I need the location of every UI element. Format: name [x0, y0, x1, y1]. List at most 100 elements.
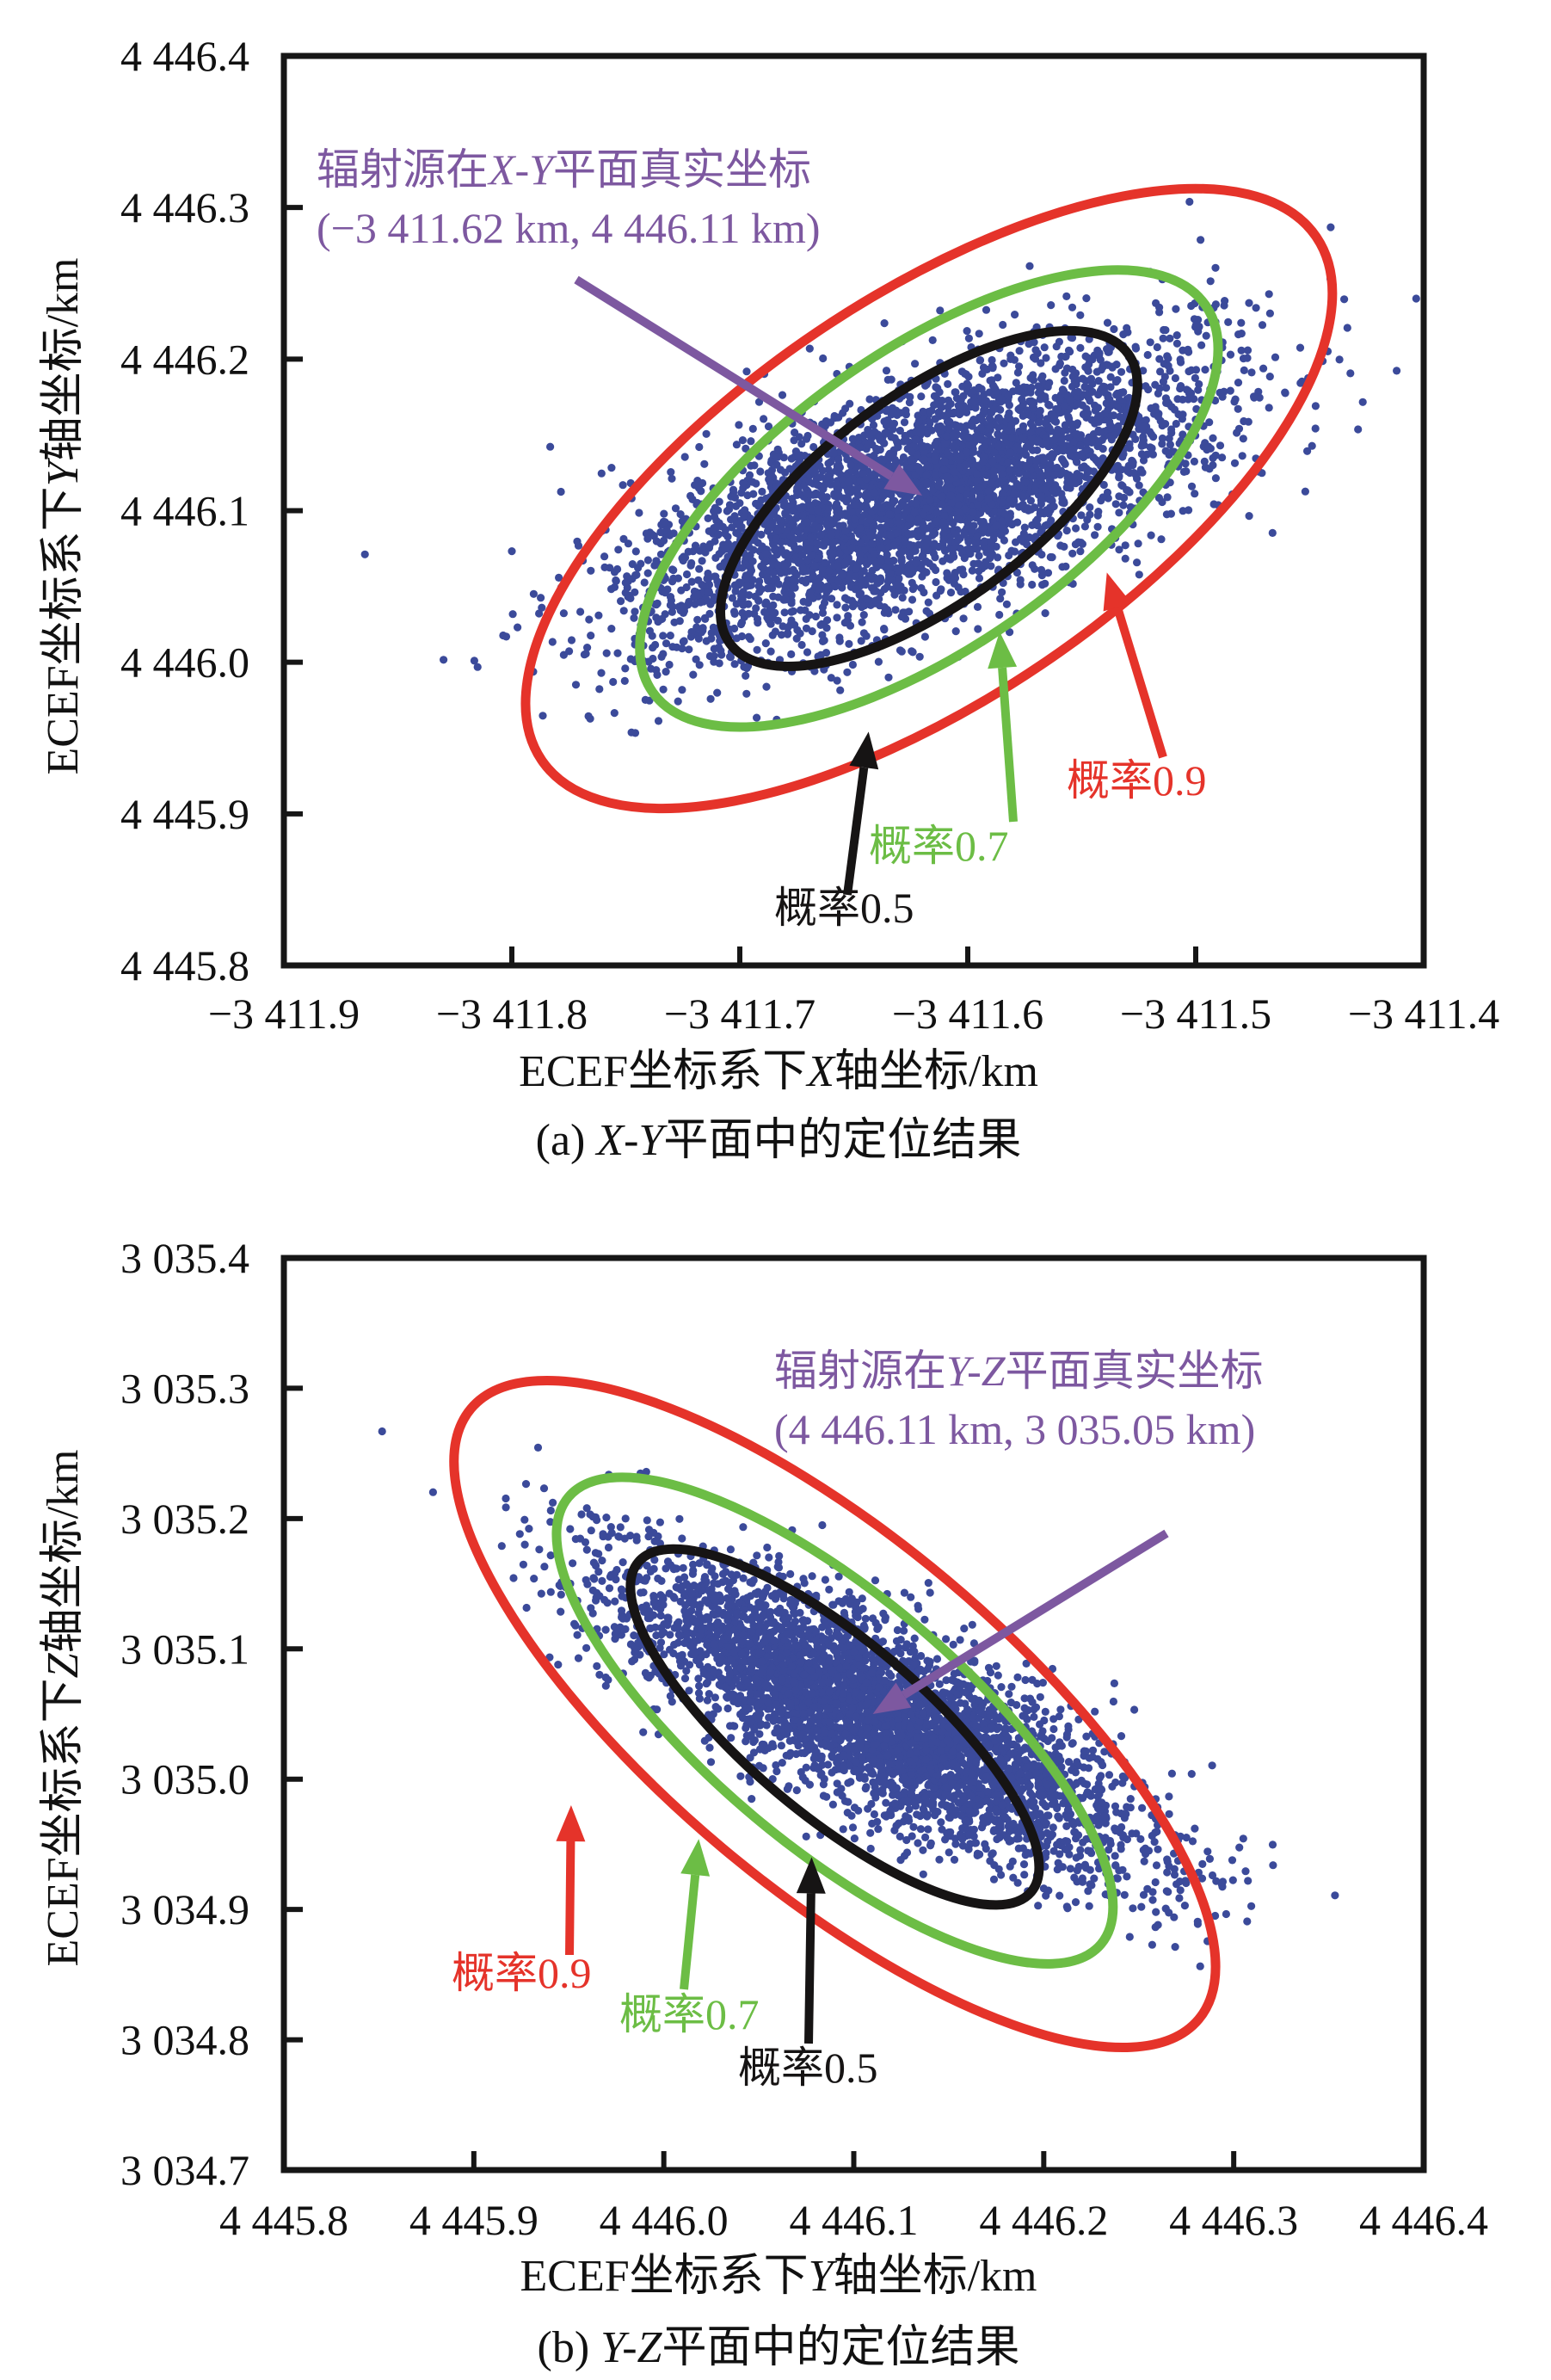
- scatter-point: [852, 572, 860, 581]
- scatter-point: [1045, 476, 1055, 484]
- scatter-point: [1268, 528, 1277, 538]
- scatter-point: [905, 515, 914, 523]
- scatter-point: [1027, 397, 1036, 405]
- scatter-point: [637, 559, 645, 568]
- scatter-point: [743, 491, 752, 500]
- scatter-point: [1004, 513, 1012, 521]
- scatter-point: [1095, 348, 1104, 358]
- scatter-point: [1043, 569, 1053, 577]
- scatter-point: [872, 447, 881, 455]
- scatter-point: [1202, 331, 1210, 340]
- scatter-point: [809, 571, 817, 580]
- scatter-point: [922, 471, 931, 480]
- scatter-point: [640, 578, 649, 587]
- scatter-point: [1037, 571, 1046, 580]
- scatter-point: [1029, 422, 1037, 432]
- scatter-point: [797, 451, 805, 459]
- scatter-point: [587, 632, 595, 640]
- scatter-point: [975, 330, 983, 338]
- scatter-point: [1002, 600, 1011, 608]
- scatter-point: [585, 615, 594, 624]
- scatter-point: [815, 515, 824, 524]
- scatter-point: [797, 504, 805, 513]
- scatter-point: [1058, 494, 1067, 503]
- scatter-point: [725, 501, 735, 509]
- scatter-point: [685, 597, 693, 607]
- scatter-point: [766, 619, 775, 628]
- scatter-point: [964, 433, 974, 442]
- scatter-point: [883, 606, 892, 614]
- scatter-point: [951, 570, 959, 578]
- scatter-point: [620, 676, 629, 686]
- scatter-point: [1139, 422, 1148, 431]
- scatter-point: [1162, 384, 1171, 392]
- scatter-point: [738, 564, 747, 572]
- scatter-point: [1037, 359, 1045, 367]
- scatter-point: [1000, 359, 1008, 367]
- scatter-point: [876, 574, 885, 583]
- scatter-point: [1074, 419, 1082, 428]
- scatter-point: [1191, 323, 1200, 331]
- scatter-point: [1000, 536, 1008, 545]
- scatter-point: [799, 597, 808, 606]
- scatter-point: [1072, 524, 1080, 533]
- scatter-point: [1151, 1877, 1160, 1887]
- scatter-point: [1064, 412, 1073, 421]
- scatter-point: [923, 429, 932, 438]
- scatter-point: [1412, 294, 1420, 303]
- scatter-point: [360, 550, 369, 558]
- scatter-point: [852, 564, 860, 573]
- scatter-point: [660, 509, 668, 518]
- scatter-point: [1393, 367, 1401, 375]
- scatter-point: [706, 600, 715, 608]
- scatter-point: [703, 574, 711, 583]
- scatter-point: [974, 484, 982, 492]
- x-tick-label: −3 411.5: [1120, 990, 1271, 1038]
- scatter-point: [742, 552, 752, 561]
- scatter-point: [1011, 311, 1019, 319]
- scatter-point: [1054, 425, 1062, 434]
- scatter-point: [750, 461, 759, 470]
- scatter-point: [835, 637, 844, 645]
- scatter-point: [986, 422, 994, 431]
- scatter-point: [1083, 515, 1092, 524]
- scatter-point: [1234, 379, 1243, 387]
- scatter-point: [835, 549, 844, 558]
- scatter-point: [628, 560, 637, 569]
- scatter-point: [692, 623, 701, 632]
- scatter-point: [904, 529, 913, 538]
- scatter-point: [571, 681, 581, 689]
- scatter-point: [1006, 448, 1015, 457]
- scatter-point: [641, 695, 649, 705]
- x-tick-label: −3 411.8: [436, 990, 588, 1038]
- scatter-point: [535, 1545, 544, 1554]
- scatter-point: [1094, 508, 1103, 516]
- scatter-point: [1259, 364, 1268, 373]
- scatter-point: [829, 448, 838, 458]
- scatter-point: [962, 370, 970, 379]
- scatter-point: [1211, 451, 1220, 459]
- scatter-point: [659, 632, 668, 640]
- scatter-point: [695, 661, 704, 669]
- scatter-point: [686, 491, 695, 501]
- scatter-point: [597, 669, 606, 677]
- scatter-point: [933, 422, 942, 431]
- scatter-point: [984, 494, 993, 503]
- scatter-point: [842, 497, 851, 506]
- scatter-point: [1308, 441, 1316, 450]
- scatter-point: [1155, 384, 1164, 392]
- scatter-point: [921, 557, 930, 565]
- scatter-point: [1082, 294, 1091, 303]
- scatter-point: [976, 423, 985, 432]
- scatter-point: [1015, 347, 1024, 355]
- scatter-point: [770, 546, 779, 554]
- scatter-point: [691, 481, 699, 490]
- scatter-point: [1137, 450, 1146, 459]
- scatter-point: [682, 583, 691, 592]
- scatter-point: [911, 435, 920, 444]
- scatter-point: [738, 436, 748, 445]
- scatter-point: [766, 520, 775, 528]
- scatter-point: [1077, 450, 1086, 459]
- scatter-point: [734, 529, 742, 539]
- scatter-point: [929, 563, 938, 571]
